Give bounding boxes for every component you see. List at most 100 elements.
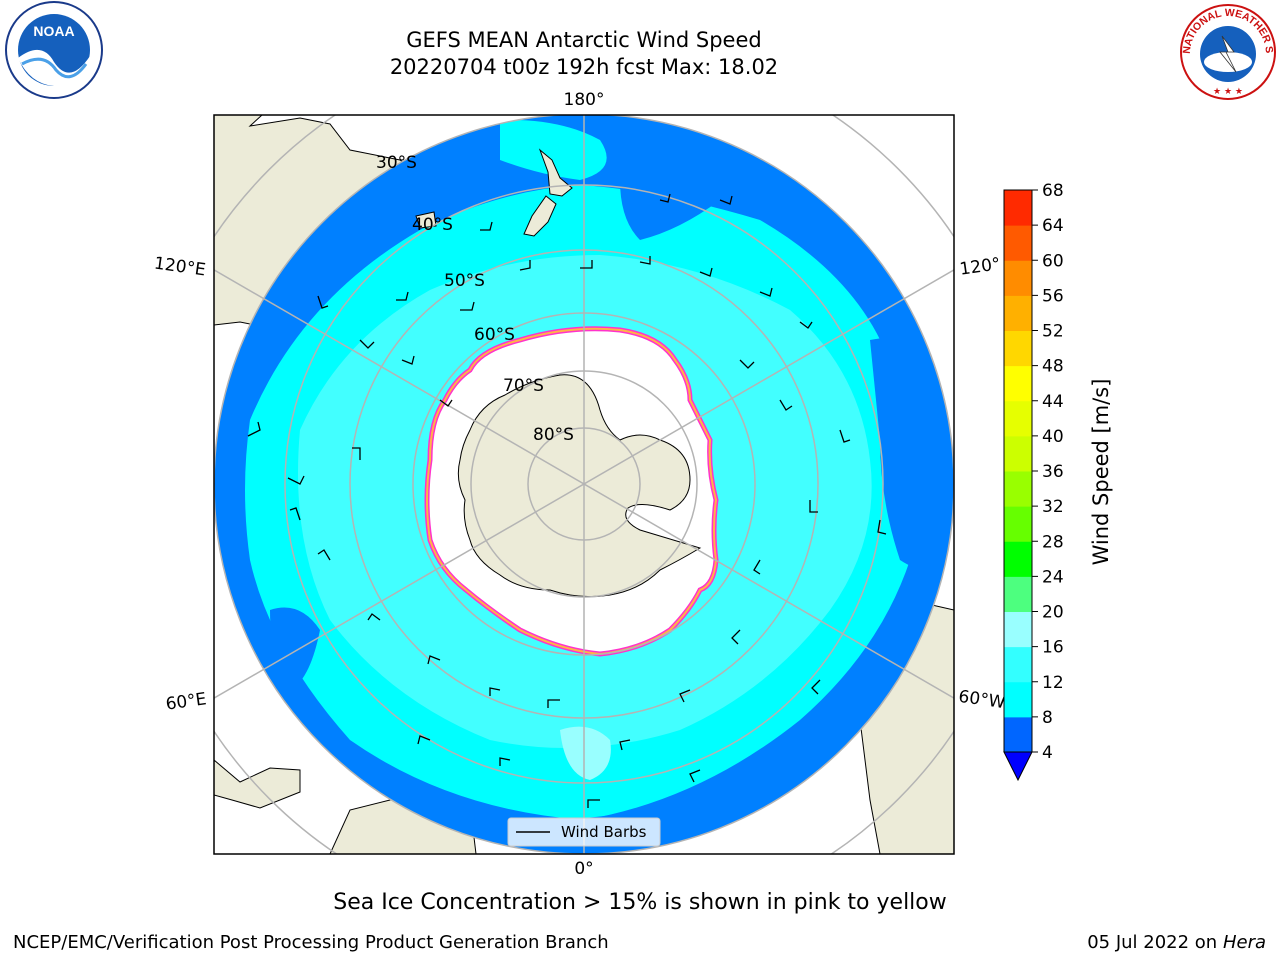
map-frame — [213, 114, 955, 855]
wind-barb — [401, 355, 415, 365]
wind-barb — [480, 221, 493, 231]
colorbar-segment — [1004, 400, 1032, 437]
wind-barb — [317, 549, 331, 561]
wind-barb — [352, 447, 361, 460]
colorbar-tick-label: 12 — [1042, 673, 1064, 693]
wind-barb — [547, 699, 560, 708]
colorbar-tick-label: 68 — [1042, 181, 1064, 201]
nws-logo: NATIONAL WEATHER SERVICE ★ ★ ★ — [1172, 0, 1280, 104]
wind-barb — [759, 287, 773, 297]
colorbar-segment — [1004, 716, 1032, 753]
wind-barb — [811, 679, 821, 695]
colorbar-tick-label: 60 — [1042, 251, 1064, 271]
lon-label: 60°E — [165, 689, 208, 714]
colorbar-tick-label: 24 — [1042, 567, 1064, 587]
colorbar-segment — [1004, 365, 1032, 402]
colorbar-segment — [1004, 646, 1032, 683]
lon-label: 60°W — [957, 687, 1006, 713]
colorbar-segment — [1004, 295, 1032, 331]
graticule — [214, 115, 954, 854]
colorbar-label: Wind Speed [m/s] — [1089, 379, 1113, 566]
wind-barb — [753, 559, 761, 575]
legend-label: Wind Barbs — [561, 823, 647, 841]
wind-barb — [659, 193, 671, 203]
colorbar-tick-label: 8 — [1042, 708, 1053, 728]
lon-label: 180° — [564, 90, 605, 110]
wind-barb — [417, 735, 431, 745]
wind-barb — [839, 429, 851, 443]
wind-barb — [489, 687, 501, 696]
lon-label: 120°E — [153, 253, 207, 280]
colorbar-extend-arrow — [1003, 751, 1033, 782]
wind-barb — [719, 195, 733, 205]
land-tasmania — [415, 211, 437, 229]
chart-subtitle: 20220704 t00z 192h fcst Max: 18.02 — [389, 55, 779, 79]
colorbar-segment — [1004, 576, 1032, 612]
wind-barb — [587, 799, 600, 808]
wind-barb — [580, 260, 593, 269]
svg-text:NOAA: NOAA — [33, 23, 74, 39]
lat-label: 80°S — [533, 425, 574, 445]
wind-barb — [809, 500, 818, 513]
lon-label: 120° — [958, 254, 1001, 280]
wind-barb — [689, 769, 701, 783]
colorbar-tick-label: 28 — [1042, 532, 1064, 552]
lat-label: 30°S — [376, 153, 417, 173]
wind-barb — [679, 689, 691, 703]
wind-barb — [519, 260, 531, 271]
colorbar-segment — [1004, 190, 1032, 226]
colorbar-tick-label: 64 — [1042, 216, 1064, 236]
colorbar-tick-label: 16 — [1042, 638, 1064, 658]
wind-barb — [427, 655, 441, 665]
legend: Wind Barbs — [507, 817, 661, 847]
wind-barb — [317, 295, 329, 309]
wind-barb — [739, 359, 755, 369]
wind-barb — [396, 291, 409, 301]
land-new-zealand-north — [538, 148, 573, 197]
land-new-zealand-south — [523, 195, 557, 237]
wind-barb — [499, 757, 511, 766]
wind-barb — [247, 421, 261, 437]
colorbar-tick-label: 4 — [1042, 743, 1053, 763]
footer-producer: NCEP/EMC/Verification Post Processing Pr… — [13, 932, 609, 953]
ocean-wind-max-patch — [560, 726, 611, 780]
wind-barb — [619, 739, 631, 751]
footer-date: 05 Jul 2022 on Hera — [1087, 932, 1266, 953]
lat-label: 50°S — [444, 271, 485, 291]
colorbar-tick-label: 44 — [1042, 392, 1064, 412]
colorbar-tick-label: 32 — [1042, 497, 1064, 517]
wind-barb — [367, 613, 381, 621]
wind-barb — [699, 267, 713, 277]
wind-barb — [799, 321, 813, 329]
colorbar-tick-label: 48 — [1042, 357, 1064, 377]
wind-barb — [779, 399, 793, 411]
colorbar-segment — [1004, 330, 1032, 367]
sea-ice-note: Sea Ice Concentration > 15% is shown in … — [333, 890, 947, 915]
wind-barb — [359, 339, 375, 349]
chart-title: GEFS MEAN Antarctic Wind Speed — [406, 28, 762, 52]
svg-text:★ ★ ★: ★ ★ ★ — [1213, 87, 1243, 97]
wind-barb — [460, 301, 475, 311]
colorbar-segment — [1004, 471, 1032, 507]
noaa-logo: NOAA — [2, 0, 106, 104]
wind-barb — [439, 399, 453, 407]
colorbar-tick-label: 40 — [1042, 427, 1064, 447]
wind-barb — [639, 256, 651, 265]
colorbar-segment — [1004, 225, 1032, 261]
lat-label: 40°S — [412, 215, 453, 235]
colorbar-segment — [1004, 260, 1032, 296]
colorbar-segment — [1004, 681, 1032, 718]
colorbar-segment — [1004, 541, 1032, 577]
colorbar-segment — [1004, 435, 1032, 472]
colorbar-segment — [1004, 506, 1032, 542]
colorbar-tick-label: 20 — [1042, 603, 1064, 623]
colorbar-segment — [1004, 611, 1032, 648]
wind-barbs — [247, 193, 887, 808]
colorbar-tick-label: 52 — [1042, 322, 1064, 342]
lat-label: 60°S — [474, 325, 515, 345]
wind-barb — [289, 507, 301, 521]
wind-barb — [877, 519, 887, 535]
wind-barb — [287, 475, 305, 485]
